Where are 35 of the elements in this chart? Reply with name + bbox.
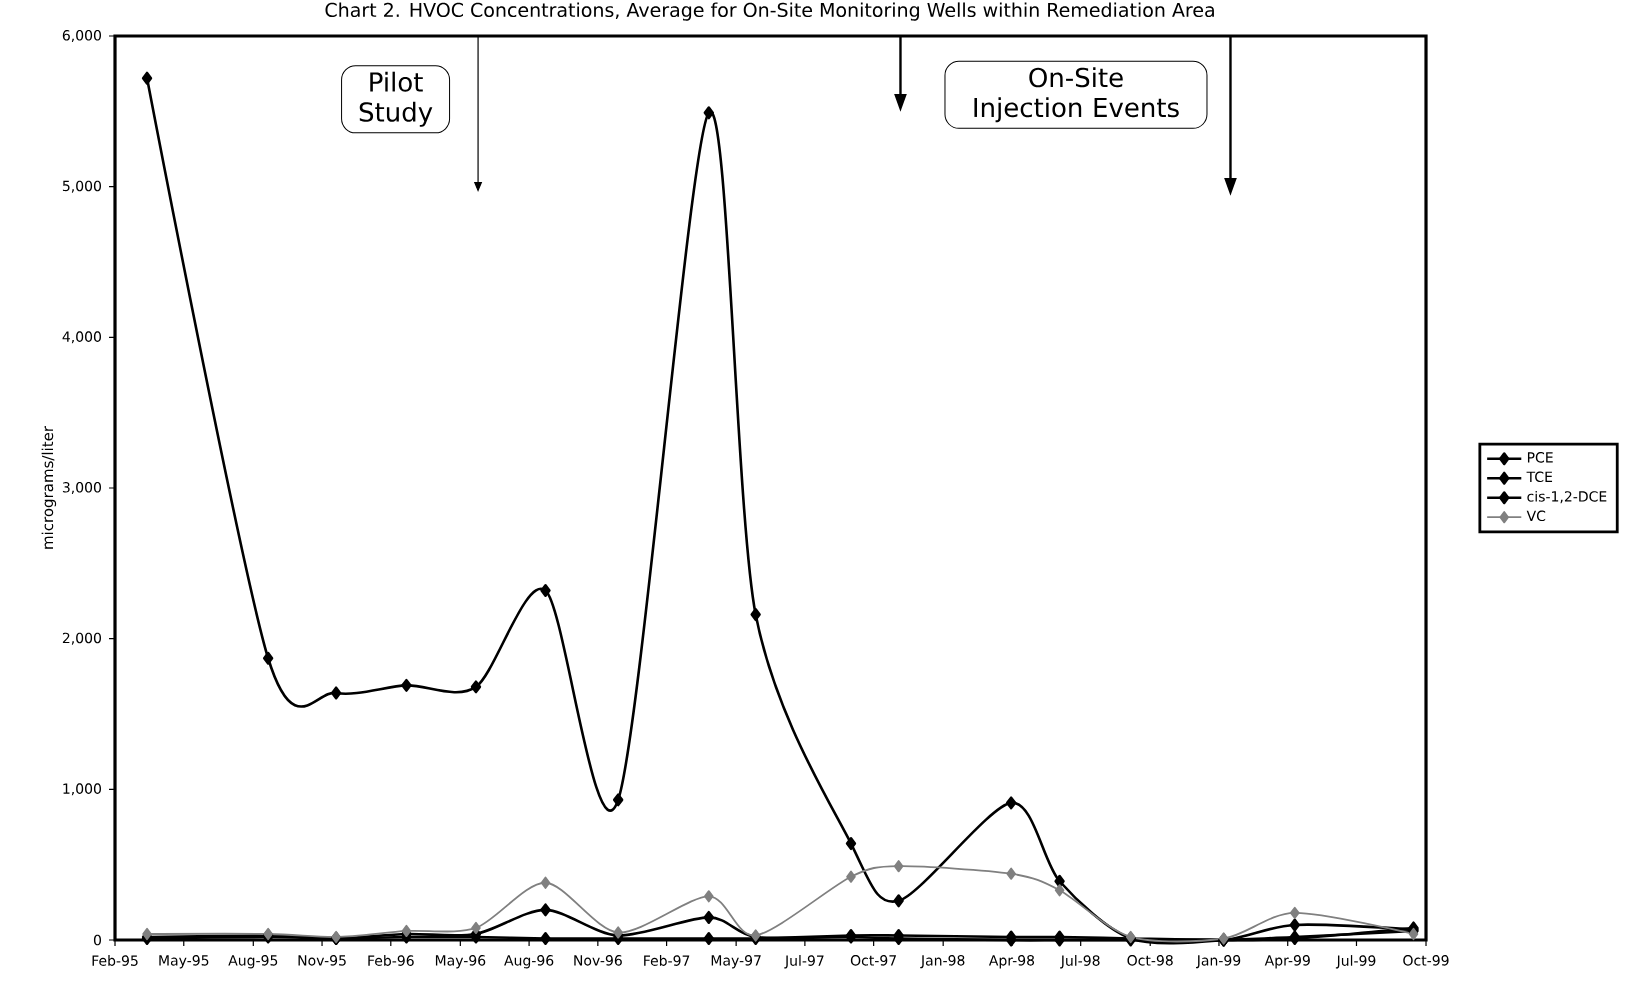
x-tick-label: Feb-97 (644, 955, 690, 966)
x-tick-label: Jan-98 (920, 955, 965, 969)
y-tick-label: 0 (93, 934, 101, 946)
x-tick-label: Apr-99 (1264, 955, 1310, 969)
x-tick-label: Aug-96 (504, 955, 554, 969)
x-tick-label: Jul-99 (1335, 955, 1376, 969)
annotation: On-Site Injection Events (974, 67, 1179, 123)
legend-label: PCE (1527, 452, 1553, 463)
y-tick-label: 5,000 (62, 180, 101, 193)
x-tick-label: Oct-99 (1403, 955, 1449, 966)
x-tick-label: Jul-98 (1060, 955, 1100, 969)
x-tick-label: Feb-96 (368, 955, 414, 966)
y-tick-label: 2,000 (62, 632, 101, 645)
legend-label: cis-1,2-DCE (1527, 490, 1607, 504)
legend-label: TCE (1526, 471, 1553, 483)
y-tick-label: 6,000 (62, 30, 101, 43)
y-tick-label: 3,000 (62, 482, 101, 495)
x-tick-label: Apr-98 (988, 955, 1035, 969)
x-tick-label: Jan-99 (1196, 955, 1241, 969)
x-tick-label: Nov-95 (298, 955, 346, 966)
x-tick-label: Aug-95 (228, 955, 278, 969)
x-tick-label: Oct-97 (850, 955, 896, 966)
legend-label: VC (1526, 510, 1546, 522)
x-tick-label: Oct-98 (1127, 955, 1173, 966)
x-tick-label: May-97 (711, 955, 761, 969)
y-tick-label: 4,000 (62, 331, 101, 344)
x-tick-label: Jul-97 (784, 955, 824, 969)
x-tick-label: Nov-96 (574, 955, 622, 966)
x-tick-label: May-96 (435, 955, 486, 969)
x-tick-label: May-95 (159, 955, 209, 969)
chart-title: Chart 2. HVOC Concentrations, Average for On-Site Monitoring Wells within Remediation Area (325, 2, 1214, 21)
y-tick-label: 1,000 (63, 783, 101, 796)
y-axis-title: micrograms/liter (41, 425, 57, 549)
x-tick-label: Feb-95 (92, 955, 138, 966)
annotation: Pilot Study (359, 71, 433, 127)
